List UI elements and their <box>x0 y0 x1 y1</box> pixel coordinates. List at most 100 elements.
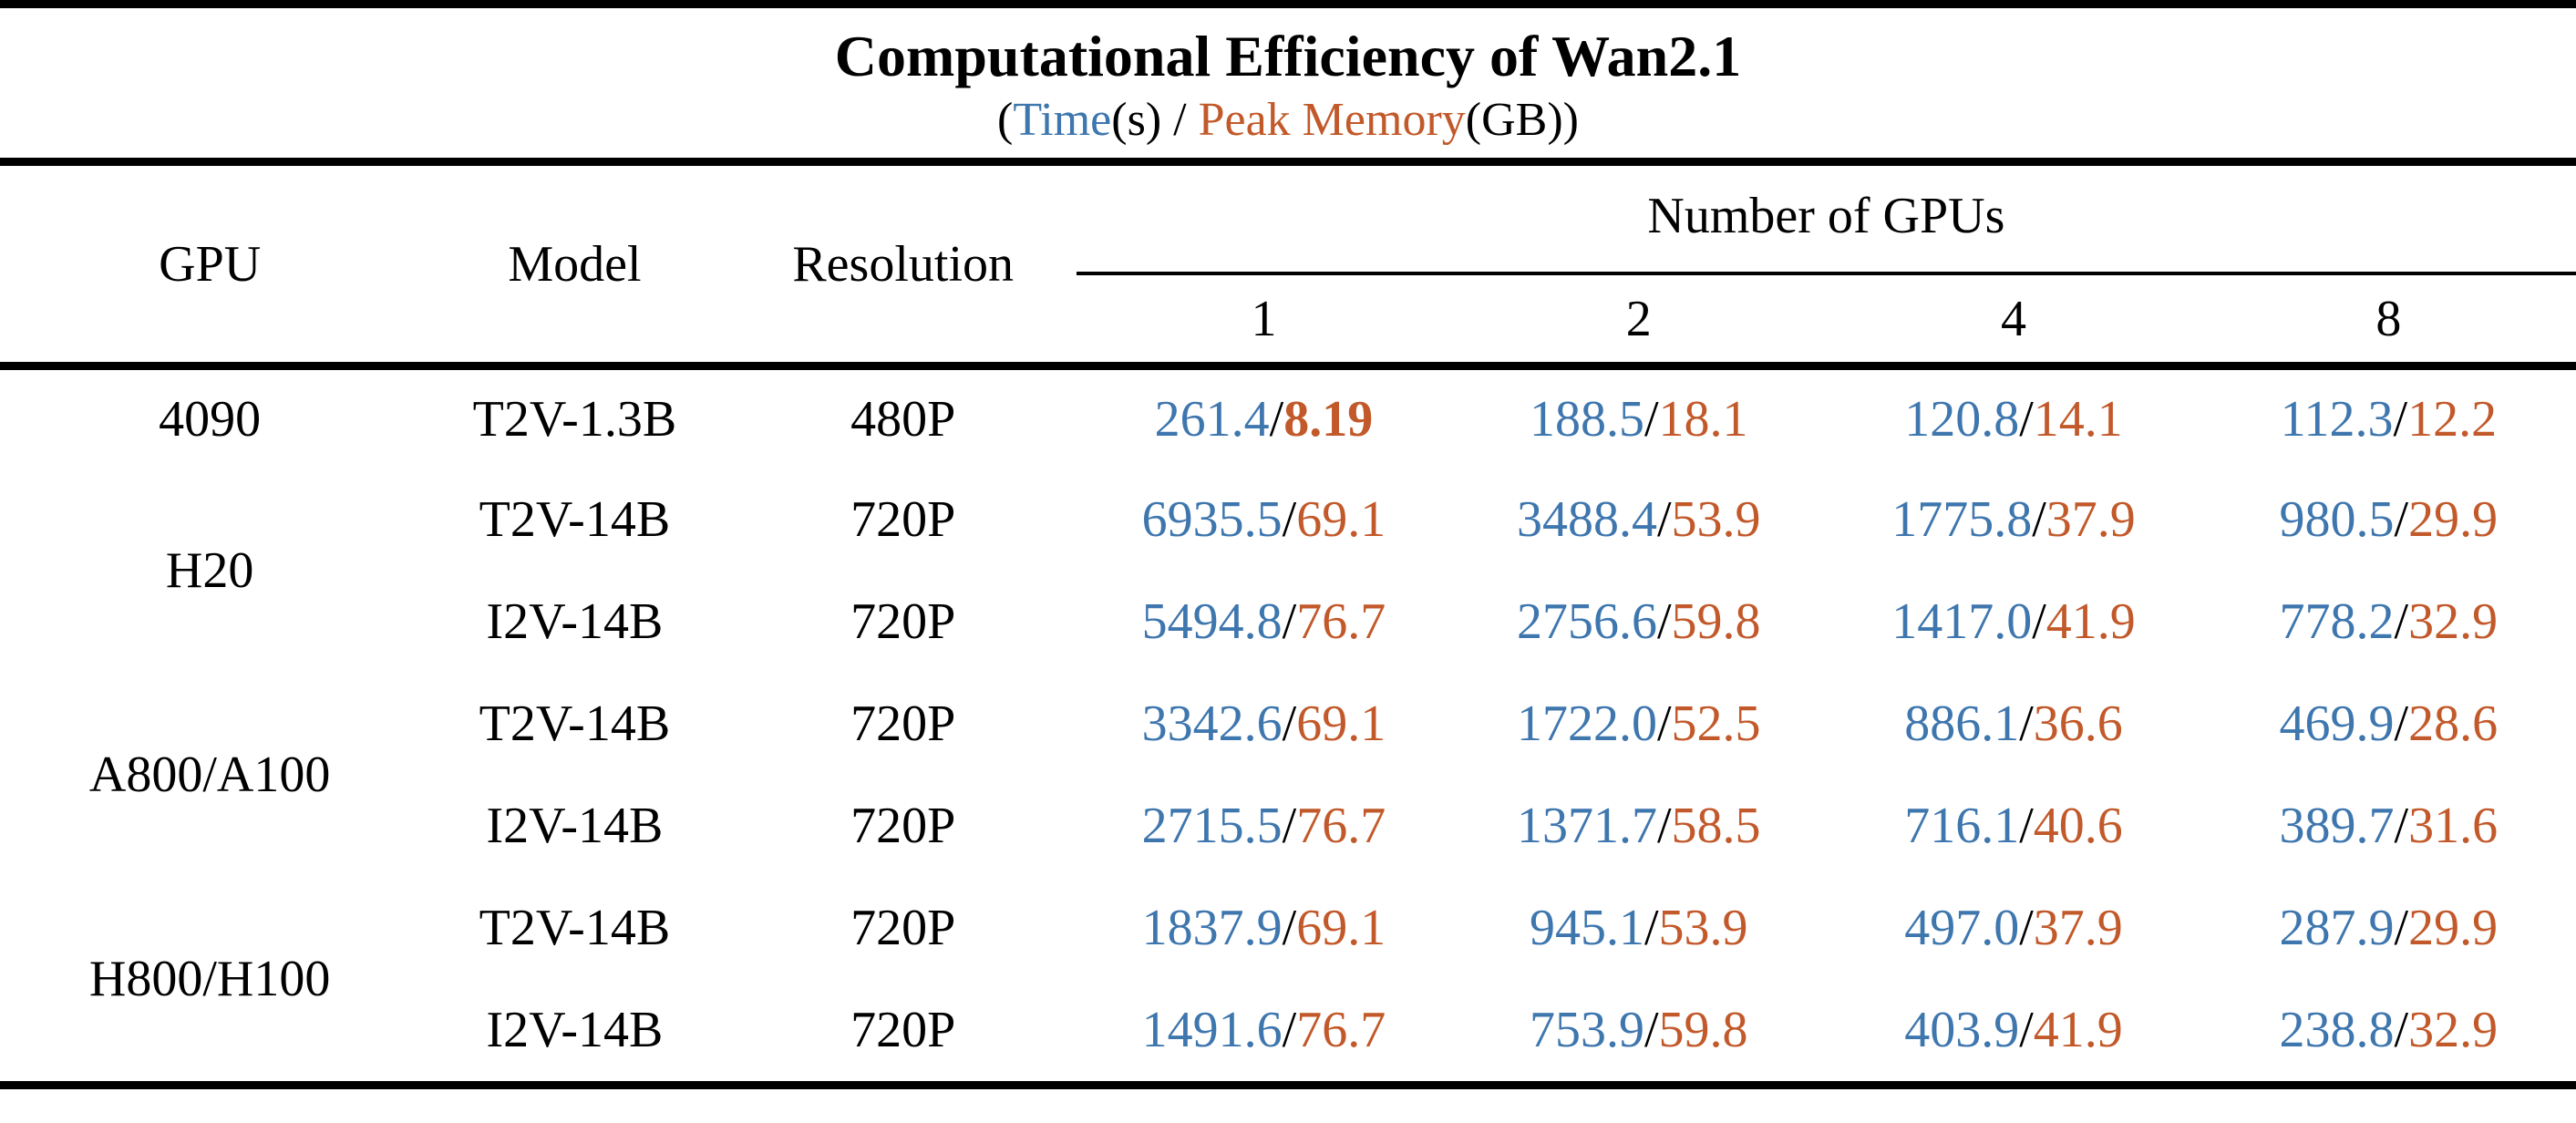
header-gpu: GPU <box>159 235 262 293</box>
memory-value: 76.7 <box>1296 797 1386 854</box>
value-separator: / <box>2019 391 2034 448</box>
memory-value: 53.9 <box>1658 899 1748 956</box>
value-separator: / <box>2019 797 2034 854</box>
value-separator: / <box>1282 797 1297 854</box>
memory-value: 29.9 <box>2408 490 2499 548</box>
table-head: GPU Model Resolution Number of GPUs 1 2 … <box>0 165 2576 366</box>
time-value: 120.8 <box>1904 391 2020 448</box>
memory-value: 41.9 <box>2045 592 2136 650</box>
memory-value: 59.8 <box>1658 1001 1748 1058</box>
header-model: Model <box>508 235 642 293</box>
header-gpu-count-1: 1 <box>1251 290 1277 347</box>
time-value: 1371.7 <box>1516 797 1657 854</box>
value-separator: / <box>1643 1001 1659 1058</box>
memory-value: 40.6 <box>2033 797 2123 854</box>
model-cell: I2V-14B <box>486 797 664 854</box>
gpu-cell: 4090 <box>0 362 420 469</box>
memory-value: 69.1 <box>1296 490 1386 548</box>
value-separator: / <box>2019 695 2034 752</box>
model-cell: I2V-14B <box>486 1001 664 1058</box>
memory-value: 41.9 <box>2033 1001 2123 1058</box>
value-separator: / <box>1269 391 1284 448</box>
model-cell: T2V-14B <box>479 490 671 548</box>
value-separator: / <box>2032 592 2046 650</box>
page-title: Computational Efficiency of Wan2.1 <box>834 24 1742 88</box>
table-row: A800/A100 T2V-14B 720P 3342.6/69.1 1722.… <box>0 673 2576 803</box>
time-value: 716.1 <box>1904 797 2020 854</box>
value-separator: / <box>2032 490 2046 548</box>
time-value: 238.8 <box>2279 1001 2395 1058</box>
metric-cell: 6935.5/69.1 <box>1077 469 1451 571</box>
model-cell: I2V-14B <box>486 592 664 650</box>
value-separator: / <box>1282 899 1297 956</box>
value-separator: / <box>2019 899 2034 956</box>
table-row: H20 T2V-14B 720P 6935.5/69.1 3488.4/53.9… <box>0 469 2576 599</box>
value-separator: / <box>2393 391 2408 448</box>
value-separator: / <box>1643 899 1659 956</box>
time-value: 469.9 <box>2279 695 2395 752</box>
metric-cell: 1722.0/52.5 <box>1451 673 1826 775</box>
metric-cell: 469.9/28.6 <box>2201 673 2576 775</box>
memory-value: 32.9 <box>2408 1001 2499 1058</box>
memory-value: 31.6 <box>2408 797 2499 854</box>
metric-cell: 261.4/8.19 <box>1076 362 1452 469</box>
metric-cell: 497.0/37.9 <box>1826 877 2200 979</box>
time-value: 1775.8 <box>1891 490 2033 548</box>
memory-value: 53.9 <box>1671 490 1761 548</box>
value-separator: / <box>1656 797 1672 854</box>
time-value: 1417.0 <box>1891 592 2033 650</box>
header-row-groups: GPU Model Resolution Number of GPUs <box>0 165 2576 293</box>
metric-cell: 188.5/18.1 <box>1451 362 1827 469</box>
memory-value: 69.1 <box>1296 899 1386 956</box>
header-gpu-count-group: Number of GPUs <box>1076 165 2576 275</box>
resolution-cell: 720P <box>850 1001 956 1058</box>
metric-cell: 5494.8/76.7 <box>1077 571 1451 673</box>
value-separator: / <box>1282 490 1297 548</box>
metric-cell: 980.5/29.9 <box>2201 469 2576 571</box>
resolution-cell: 720P <box>850 592 956 650</box>
memory-value: 37.9 <box>2033 899 2123 956</box>
metric-cell: 389.7/31.6 <box>2201 775 2576 877</box>
resolution-cell: 720P <box>850 797 956 854</box>
metric-cell: 2756.6/59.8 <box>1451 571 1826 673</box>
value-separator: / <box>1656 695 1672 752</box>
time-value: 497.0 <box>1904 899 2020 956</box>
memory-value: 32.9 <box>2408 592 2499 650</box>
value-separator: / <box>2394 1001 2409 1058</box>
header-row-counts: 1 2 4 8 <box>0 273 2576 366</box>
subtitle-divider: / <box>1161 93 1199 146</box>
header-gpu-count-2: 2 <box>1625 290 1652 347</box>
memory-value: 69.1 <box>1296 695 1386 752</box>
time-value: 112.3 <box>2280 391 2394 448</box>
memory-value: 12.2 <box>2407 391 2498 448</box>
time-value: 2756.6 <box>1516 592 1657 650</box>
time-value: 886.1 <box>1904 695 2020 752</box>
value-separator: / <box>2394 899 2409 956</box>
time-value: 3342.6 <box>1141 695 1283 752</box>
time-value: 1837.9 <box>1141 899 1283 956</box>
memory-value: 52.5 <box>1671 695 1761 752</box>
model-cell: T2V-1.3B <box>419 362 730 469</box>
metric-cell: 1371.7/58.5 <box>1451 775 1826 877</box>
memory-value: 37.9 <box>2045 490 2136 548</box>
metric-cell: 120.8/14.1 <box>1826 362 2201 469</box>
efficiency-table: GPU Model Resolution Number of GPUs 1 2 … <box>0 165 2576 1081</box>
memory-value: 14.1 <box>2033 391 2123 448</box>
header-gpu-count-4: 4 <box>2001 290 2026 347</box>
subtitle-time-label: Time <box>1013 93 1112 146</box>
time-value: 753.9 <box>1529 1001 1644 1058</box>
metric-cell: 3342.6/69.1 <box>1077 673 1451 775</box>
header-gpu-count-8: 8 <box>2375 290 2402 347</box>
resolution-cell: 720P <box>850 490 956 548</box>
value-separator: / <box>2394 695 2409 752</box>
table-row: H800/H100 T2V-14B 720P 1837.9/69.1 945.1… <box>0 877 2576 1007</box>
metric-cell: 112.3/12.2 <box>2200 362 2576 469</box>
resolution-cell: 480P <box>729 362 1077 469</box>
subtitle-time-unit: (s) <box>1111 93 1162 146</box>
time-value: 188.5 <box>1529 391 1644 448</box>
time-value: 6935.5 <box>1141 490 1283 548</box>
time-value: 980.5 <box>2279 490 2395 548</box>
value-separator: / <box>1282 592 1297 650</box>
memory-value: 76.7 <box>1296 1001 1386 1058</box>
gpu-cell: A800/A100 <box>88 746 331 803</box>
